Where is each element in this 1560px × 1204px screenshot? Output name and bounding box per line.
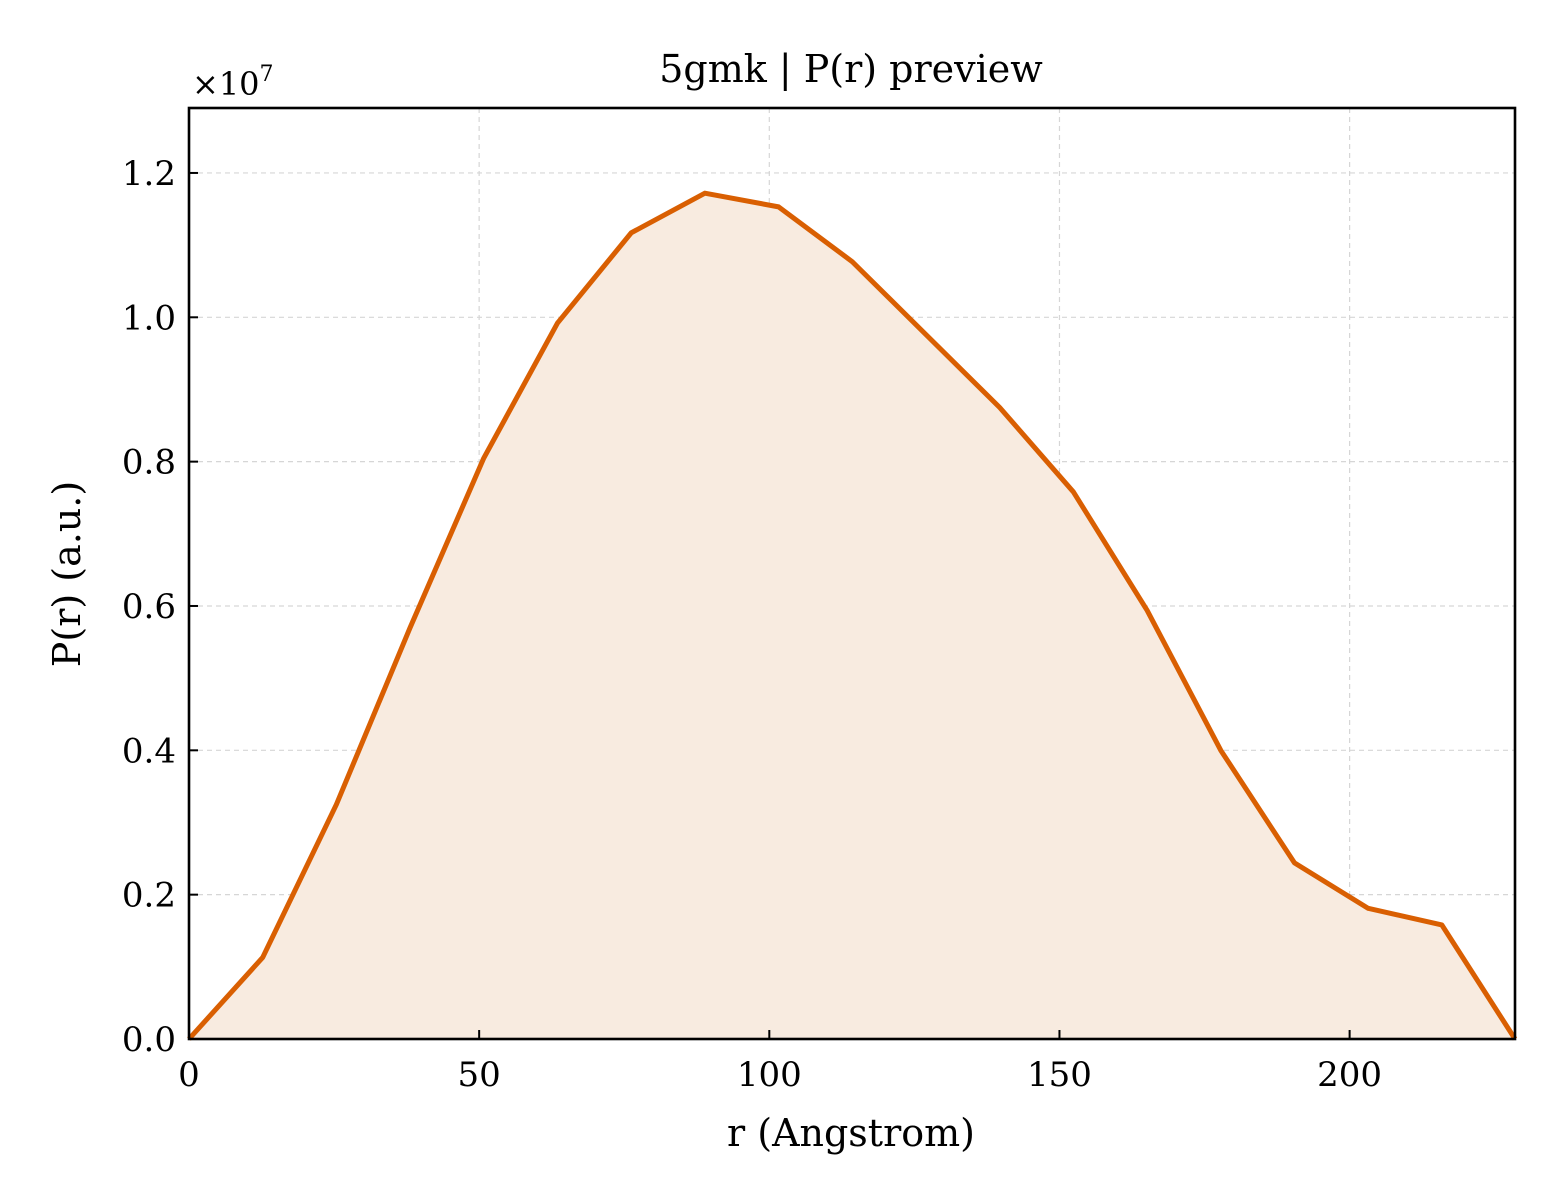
chart-title: 5gmk | P(r) preview: [659, 47, 1043, 91]
y-tick-label: 0.2: [122, 876, 176, 916]
x-tick-label: 50: [458, 1055, 501, 1095]
y-tick-label: 0.6: [122, 587, 176, 627]
series-line: [187, 190, 1518, 1041]
plot-frame: [187, 106, 1517, 1041]
x-axis-label: r (Angstrom): [727, 1111, 975, 1155]
series-layer: [187, 190, 1518, 1041]
y-tick-label: 1.2: [122, 154, 176, 194]
x-tick-label: 150: [1027, 1055, 1092, 1095]
ticks: 0 50 100 150 200 0.0 0.2 0.4 0.6 0.8 1.0 1.2: [122, 154, 1382, 1095]
y-tick-label: 0.0: [122, 1020, 176, 1060]
y-tick-label: 0.8: [122, 443, 176, 483]
y-axis-label: P(r) (a.u.): [45, 481, 89, 667]
series-area-fill: [189, 193, 1515, 1039]
y-tick-label: 1.0: [122, 298, 176, 338]
x-tick-label: 200: [1317, 1055, 1382, 1095]
y-multiplier-base: ×10: [192, 65, 260, 103]
y-tick-label: 0.4: [122, 731, 176, 771]
x-tick-label: 0: [178, 1055, 200, 1095]
y-axis-multiplier: ×107: [192, 62, 274, 103]
y-multiplier-exponent: 7: [260, 62, 274, 87]
x-tick-label: 100: [737, 1055, 802, 1095]
